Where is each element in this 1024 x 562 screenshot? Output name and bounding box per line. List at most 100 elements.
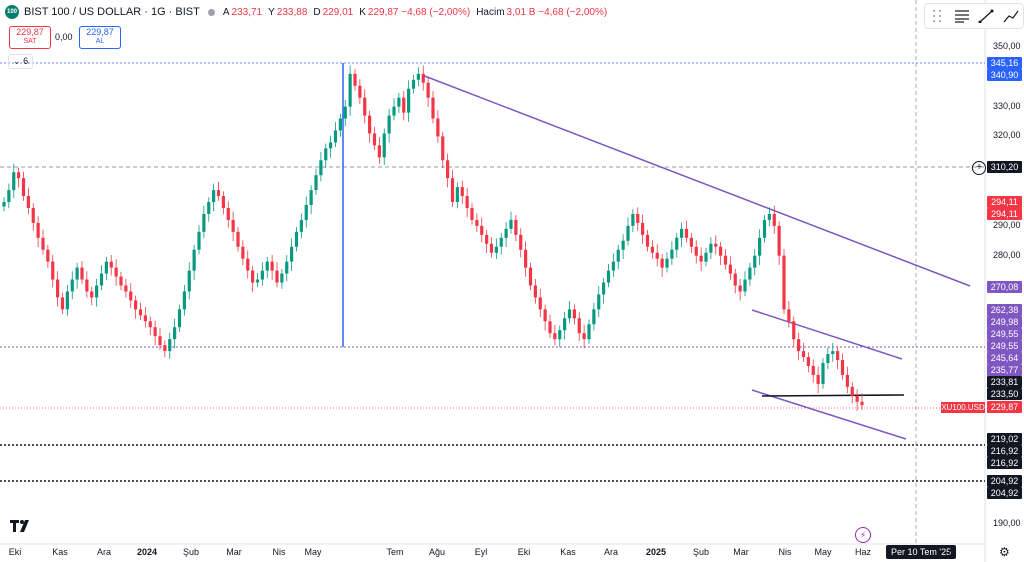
price-tag: 249,55 bbox=[987, 340, 1022, 352]
indicator-count: 6 bbox=[23, 56, 29, 66]
time-tick-label: Kas bbox=[52, 547, 68, 557]
candle-body bbox=[138, 309, 143, 316]
candle-body bbox=[168, 339, 172, 352]
low-value: 229,01 bbox=[322, 6, 354, 18]
candle-body bbox=[134, 300, 138, 310]
tradingview-logo[interactable] bbox=[10, 520, 32, 539]
candle-body bbox=[504, 228, 508, 238]
symbol-title[interactable]: BIST 100 / US DOLLAR · 1G · BIST bbox=[24, 6, 200, 18]
candle-body bbox=[109, 261, 113, 268]
candle-body bbox=[275, 270, 279, 283]
candle-body bbox=[173, 327, 177, 340]
candle-body bbox=[314, 175, 318, 191]
symbol-logo[interactable]: 100 bbox=[5, 5, 19, 19]
candle-body bbox=[114, 267, 118, 277]
price-tag: 310,20 bbox=[987, 161, 1022, 173]
candle-body bbox=[329, 142, 333, 149]
volume-label: Hacim bbox=[476, 6, 505, 18]
time-axis-trailing: u bbox=[948, 547, 954, 557]
candle-body bbox=[836, 351, 840, 361]
trendline-main bbox=[421, 74, 971, 287]
candle-body bbox=[470, 207, 474, 220]
candle-body bbox=[280, 273, 284, 283]
legend-header: 100 BIST 100 / US DOLLAR · 1G · BIST A 23… bbox=[0, 0, 900, 24]
candle-body bbox=[80, 267, 84, 280]
candle-body bbox=[104, 261, 108, 274]
time-tick-label: Nis bbox=[778, 547, 792, 557]
candle-body bbox=[41, 237, 45, 250]
candle-body bbox=[665, 258, 669, 268]
candle-body bbox=[324, 148, 328, 161]
time-tick-label: Ağu bbox=[428, 547, 446, 557]
candle-body bbox=[246, 258, 250, 271]
price-tag: 235,77 bbox=[987, 364, 1022, 376]
candle-body bbox=[699, 255, 703, 262]
close-value: 229,87 −4,68 (−2,00%) bbox=[367, 6, 471, 18]
price-tag: 204,92 bbox=[987, 475, 1022, 487]
price-tag: 216,92 bbox=[987, 445, 1022, 457]
time-tick-label: Şub bbox=[692, 547, 710, 557]
price-tag: 294,11 bbox=[987, 208, 1022, 220]
candle-body bbox=[528, 267, 533, 286]
candle-body bbox=[343, 106, 347, 119]
candle-body bbox=[56, 279, 60, 298]
candle-body bbox=[499, 237, 503, 247]
candle-body bbox=[416, 73, 420, 80]
candle-body bbox=[650, 246, 654, 253]
price-tag: 262,38 bbox=[987, 304, 1022, 316]
candle-body bbox=[31, 207, 35, 223]
dots-grid-icon[interactable] bbox=[927, 7, 947, 25]
candle-body bbox=[192, 249, 196, 271]
channel-upper bbox=[751, 309, 903, 360]
candle-body bbox=[450, 178, 455, 203]
candle-body bbox=[611, 261, 615, 271]
trend-icon[interactable] bbox=[1001, 7, 1021, 25]
candle-body bbox=[260, 270, 264, 280]
price-tick-label: 190,00 bbox=[993, 518, 1021, 528]
candle-body bbox=[738, 285, 742, 292]
candle-body bbox=[762, 219, 767, 238]
candle-body bbox=[801, 351, 806, 358]
open-label: A bbox=[222, 6, 230, 18]
indicators-toggle[interactable]: ⌄ 6 bbox=[8, 54, 34, 69]
candle-body bbox=[368, 115, 372, 134]
candle-body bbox=[397, 97, 401, 107]
candle-body bbox=[12, 172, 16, 191]
candle-body bbox=[65, 291, 69, 310]
lightning-icon[interactable]: ⚡ bbox=[855, 527, 871, 543]
line-tool-icon[interactable] bbox=[976, 7, 996, 25]
candle-body bbox=[7, 190, 11, 203]
candle-body bbox=[411, 79, 416, 89]
time-tick-label: 2024 bbox=[136, 547, 158, 557]
sell-button[interactable]: 229,87 SAT bbox=[9, 26, 51, 49]
candle-body bbox=[270, 261, 274, 271]
candle-body bbox=[753, 255, 757, 268]
add-alert-icon[interactable]: + bbox=[972, 161, 986, 175]
candle-body bbox=[187, 270, 191, 292]
candle-body bbox=[436, 118, 440, 137]
price-tag: 219,02 bbox=[987, 433, 1022, 445]
time-tick-label: Nis bbox=[272, 547, 286, 557]
candle-body bbox=[723, 255, 728, 265]
chevron-down-icon: ⌄ bbox=[13, 56, 21, 66]
buy-price: 229,87 bbox=[86, 27, 114, 37]
candle-body bbox=[767, 213, 771, 220]
candle-body bbox=[645, 234, 650, 247]
candle-body bbox=[558, 330, 562, 340]
price-tag: 340,90 bbox=[987, 69, 1022, 81]
price-tag: 294,11 bbox=[987, 196, 1022, 208]
candle-body bbox=[797, 339, 801, 352]
candle-body bbox=[372, 133, 377, 146]
candle-body bbox=[719, 246, 723, 256]
candle-body bbox=[602, 282, 606, 295]
candle-body bbox=[377, 145, 381, 158]
gear-icon[interactable]: ⚙ bbox=[999, 545, 1010, 559]
candle-body bbox=[294, 231, 299, 247]
candle-body bbox=[353, 73, 357, 86]
list-icon[interactable] bbox=[952, 7, 972, 25]
buy-button[interactable]: 229,87 AL bbox=[79, 26, 121, 49]
candle-body bbox=[655, 252, 659, 259]
close-label: K bbox=[359, 6, 366, 18]
candle-body bbox=[626, 225, 630, 241]
